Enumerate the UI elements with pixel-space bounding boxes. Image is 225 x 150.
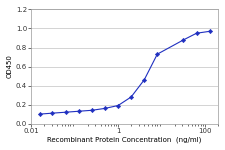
Y-axis label: OD450: OD450 bbox=[7, 55, 13, 78]
X-axis label: Recombinant Protein Concentration  (ng/ml): Recombinant Protein Concentration (ng/ml… bbox=[47, 136, 202, 143]
